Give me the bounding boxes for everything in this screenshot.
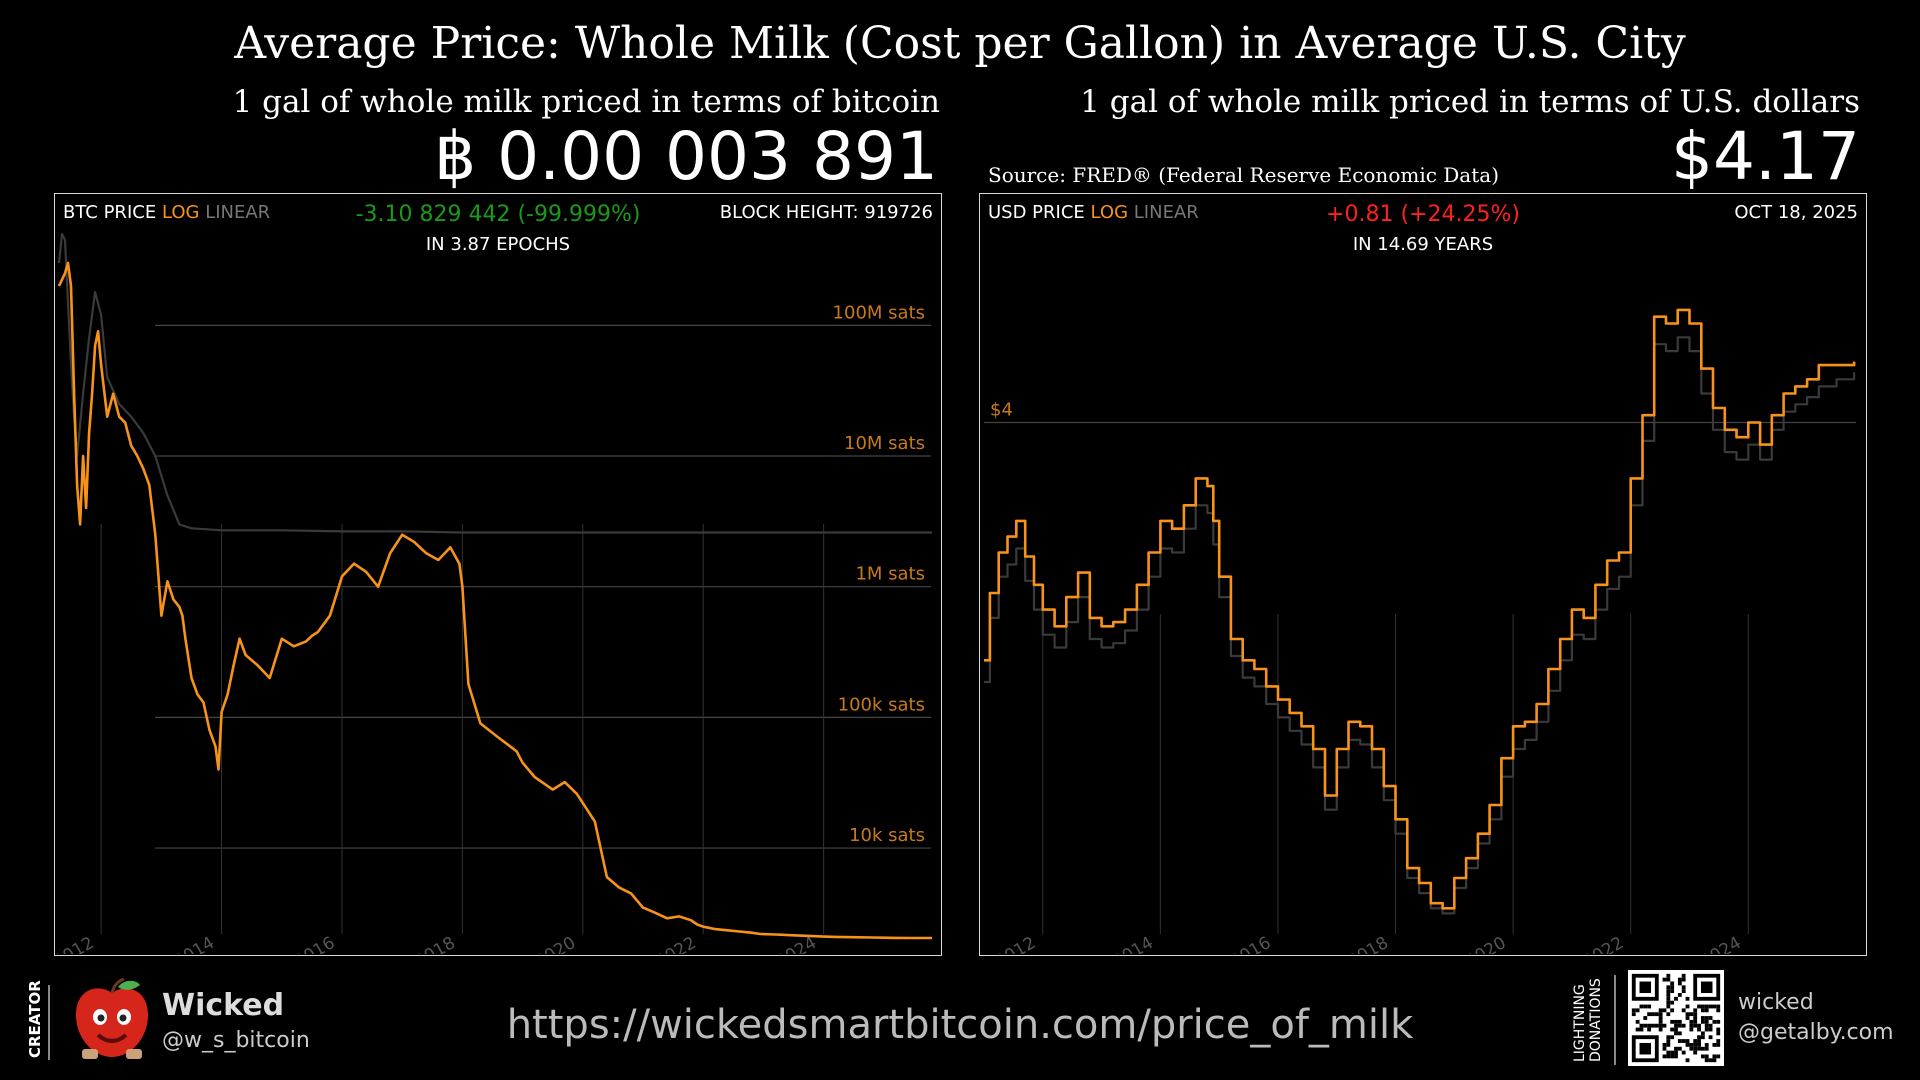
x-tick-label-2022: 2022 (1580, 933, 1627, 954)
usd-change-value: +0.81 (+24.25%) (1326, 202, 1520, 227)
x-tick-label-2016: 2016 (291, 933, 338, 954)
footer-url-link[interactable]: https://wickedsmartbitcoin.com/price_of_… (506, 1002, 1414, 1048)
usd-linear-toggle[interactable]: LINEAR (1133, 202, 1199, 223)
main-title: Average Price: Whole Milk (Cost per Gall… (234, 18, 1686, 69)
usd-log-toggle[interactable]: LOG (1090, 202, 1129, 223)
series-line-1 (984, 336, 1856, 915)
btc-period-label: IN 3.87 EPOCHS (425, 234, 571, 255)
creator-handle[interactable]: @w_s_bitcoin (162, 1028, 310, 1053)
series-line-0 (984, 308, 1856, 910)
x-tick-label-2018: 2018 (411, 933, 458, 954)
lightning-donations-label: LIGHTNING DONATIONS (1572, 978, 1604, 1062)
usd-scale-toggle: USD PRICE LOG LINEAR (988, 202, 1199, 223)
x-tick-label-2014: 2014 (1109, 933, 1156, 954)
btc-price-label: BTC PRICE (63, 202, 157, 223)
x-tick-label-2022: 2022 (652, 933, 699, 954)
footer-divider (48, 985, 50, 1060)
x-tick-label-2014: 2014 (171, 933, 218, 954)
btc-log-toggle[interactable]: LOG (161, 202, 200, 223)
x-tick-label-2012: 2012 (992, 933, 1039, 954)
usd-chart-panel: $4 2012 2014 2016 2018 2020 2022 2024 USD PRICE… (979, 193, 1867, 956)
usd-date-label: OCT 18, 2025 (1734, 202, 1858, 223)
usd-period-label: IN 14.69 YEARS (1352, 234, 1494, 255)
x-tick-label-2016: 2016 (1227, 933, 1274, 954)
lightning-address-user: wicked (1738, 990, 1814, 1015)
x-tick-label-2020: 2020 (532, 933, 579, 954)
creator-name: Wicked (162, 988, 285, 1023)
x-tick-label-2024: 2024 (1697, 933, 1744, 954)
usd-price-value: $4.17 (1671, 118, 1860, 195)
qr-code-icon[interactable] (1628, 970, 1724, 1066)
btc-price-value: ฿ 0.00 003 891 (434, 118, 938, 195)
donation-label-line-1: LIGHTNING (1572, 984, 1588, 1062)
reference-label-1: 10M sats (844, 433, 925, 454)
x-tick-label-2020: 2020 (1462, 933, 1509, 954)
usd-chart-svg: $4 2012 2014 2016 2018 2020 2022 2024 (984, 308, 1856, 954)
reference-label-2: 1M sats (855, 564, 925, 585)
btc-subtitle: 1 gal of whole milk priced in terms of b… (232, 84, 940, 120)
x-tick-label-2012: 2012 (55, 933, 98, 954)
apple-mascot-icon (76, 977, 148, 1059)
btc-change-value: -3.10 829 442 (-99.999%) (355, 202, 641, 227)
reference-label-0: $4 (990, 400, 1013, 421)
usd-price-label: USD PRICE (988, 202, 1085, 223)
series-line-1 (57, 232, 932, 534)
btc-chart-svg: 100M sats 10M sats 1M sats 100k sats 10k sat… (55, 232, 932, 954)
usd-subtitle: 1 gal of whole milk priced in terms of U… (1080, 84, 1860, 120)
reference-label-4: 10k sats (849, 825, 925, 846)
lightning-address-domain: @getalby.com (1738, 1020, 1894, 1045)
btc-linear-toggle[interactable]: LINEAR (205, 202, 271, 223)
reference-label-3: 100k sats (838, 694, 925, 715)
source-note: Source: FRED® (Federal Reserve Economic … (988, 163, 1499, 187)
series-line-0 (57, 261, 932, 940)
btc-chart-panel: 100M sats 10M sats 1M sats 100k sats 10k sat… (54, 193, 942, 956)
btc-block-height: BLOCK HEIGHT: 919726 (719, 202, 933, 223)
btc-scale-toggle: BTC PRICE LOG LINEAR (63, 202, 270, 223)
qr-divider (1614, 975, 1616, 1065)
donation-label-line-2: DONATIONS (1588, 978, 1604, 1062)
x-tick-label-2018: 2018 (1345, 933, 1392, 954)
reference-label-0: 100M sats (833, 302, 925, 323)
